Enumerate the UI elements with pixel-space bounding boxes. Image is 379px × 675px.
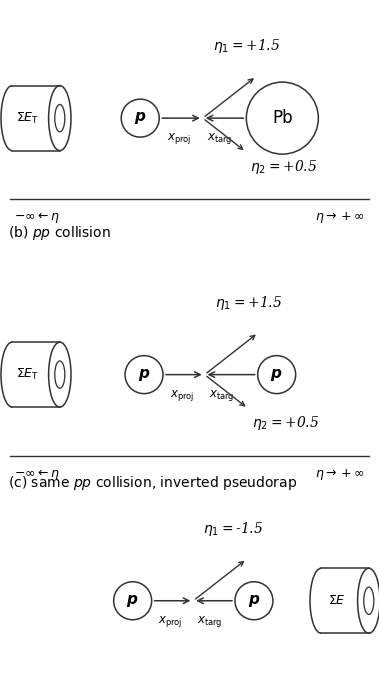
Text: $\Sigma E_{\rm T}$: $\Sigma E_{\rm T}$ (16, 367, 39, 382)
Text: $\eta_1 = $+1.5: $\eta_1 = $+1.5 (213, 37, 280, 55)
Text: (c) same $pp$ collision, inverted pseudorap: (c) same $pp$ collision, inverted pseudo… (8, 474, 297, 491)
Text: $\eta_2 = $+0.5: $\eta_2 = $+0.5 (250, 158, 317, 176)
Text: $-\infty \leftarrow \eta$: $-\infty \leftarrow \eta$ (14, 210, 60, 225)
Text: $\eta_1 = $+1.5: $\eta_1 = $+1.5 (215, 294, 282, 312)
Text: $-\infty \leftarrow \eta$: $-\infty \leftarrow \eta$ (14, 466, 60, 482)
Text: $x_{\rm targ}$: $x_{\rm targ}$ (209, 387, 234, 402)
Text: $\eta \rightarrow +\infty$: $\eta \rightarrow +\infty$ (315, 466, 365, 482)
Text: $\bfit{p}$: $\bfit{p}$ (248, 593, 260, 609)
Text: $x_{\rm proj}$: $x_{\rm proj}$ (170, 387, 194, 402)
Text: (b) $pp$ collision: (b) $pp$ collision (8, 224, 111, 242)
Text: $x_{\rm proj}$: $x_{\rm proj}$ (167, 131, 191, 146)
Text: $\bfit{p}$: $\bfit{p}$ (271, 367, 283, 383)
Text: $\bfit{p}$: $\bfit{p}$ (138, 367, 150, 383)
Text: $\bfit{p}$: $\bfit{p}$ (134, 110, 146, 126)
Text: $\eta \rightarrow +\infty$: $\eta \rightarrow +\infty$ (315, 210, 365, 225)
Text: $\eta_1 = $-1.5: $\eta_1 = $-1.5 (203, 520, 264, 538)
Text: $x_{\rm targ}$: $x_{\rm targ}$ (207, 131, 232, 146)
Text: $\bfit{p}$: $\bfit{p}$ (127, 593, 139, 609)
Text: $\eta_2 = $+0.5: $\eta_2 = $+0.5 (252, 414, 319, 433)
Text: $x_{\rm targ}$: $x_{\rm targ}$ (197, 614, 223, 628)
Text: $\Sigma E_{\rm T}$: $\Sigma E_{\rm T}$ (16, 111, 39, 126)
Text: $\Sigma E$: $\Sigma E$ (328, 594, 346, 608)
Text: Pb: Pb (272, 109, 293, 127)
Text: $x_{\rm proj}$: $x_{\rm proj}$ (158, 614, 183, 628)
